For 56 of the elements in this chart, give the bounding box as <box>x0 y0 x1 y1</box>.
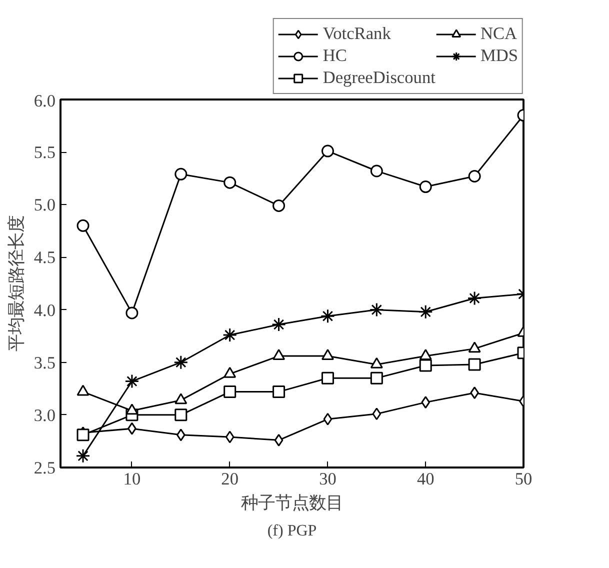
point <box>222 328 238 342</box>
y-tick-label: 5.0 <box>34 196 56 215</box>
point <box>421 396 430 409</box>
point <box>126 404 138 415</box>
legend-label: NCA <box>480 23 518 45</box>
y-axis-title: 平均最短路径长度 <box>6 216 26 352</box>
x-tick-label: 50 <box>514 470 532 488</box>
y-tick-label: 4.5 <box>34 248 56 268</box>
x-tick-label: 10 <box>123 470 141 488</box>
y-tick-label: 3.5 <box>34 353 56 372</box>
point <box>467 290 482 306</box>
point <box>272 317 286 332</box>
x-tick-label: 40 <box>416 470 434 488</box>
point <box>468 170 481 182</box>
point <box>76 219 90 232</box>
point <box>321 144 334 158</box>
y-tick-label: 4.0 <box>34 300 56 320</box>
point <box>272 386 286 398</box>
legend-label: DegreeDiscount <box>322 67 436 89</box>
point <box>174 168 188 180</box>
legend-label: VotcRank <box>322 23 391 45</box>
point <box>176 428 186 442</box>
point <box>369 302 384 318</box>
x-tick-label: 30 <box>319 470 336 488</box>
point <box>272 199 286 212</box>
point <box>321 372 334 384</box>
point <box>418 304 433 320</box>
legend-label: HC <box>322 45 347 67</box>
point <box>174 393 188 404</box>
y-tick-label: 6.0 <box>34 92 56 110</box>
point <box>419 180 432 194</box>
point <box>274 434 284 446</box>
x-tick-label: 20 <box>221 470 239 488</box>
point <box>224 386 236 398</box>
point <box>370 164 383 178</box>
point <box>323 412 332 426</box>
point <box>419 359 432 372</box>
point <box>225 430 234 444</box>
point <box>76 448 90 464</box>
x-axis-title: 种子节点数目 <box>241 492 343 512</box>
y-tick-label: 5.5 <box>34 143 56 162</box>
point <box>224 176 236 189</box>
point <box>174 355 188 370</box>
point <box>126 306 138 320</box>
point <box>320 308 335 324</box>
point <box>372 408 382 420</box>
text: (f) PGP <box>267 522 317 540</box>
point <box>76 384 90 396</box>
y-tick-label: 2.5 <box>34 458 56 478</box>
point <box>468 342 481 353</box>
point <box>370 372 383 384</box>
legend-label: MDS <box>480 45 518 67</box>
point <box>124 374 140 389</box>
y-tick-label: 3.0 <box>34 406 56 425</box>
point <box>468 358 481 371</box>
point <box>174 408 188 422</box>
